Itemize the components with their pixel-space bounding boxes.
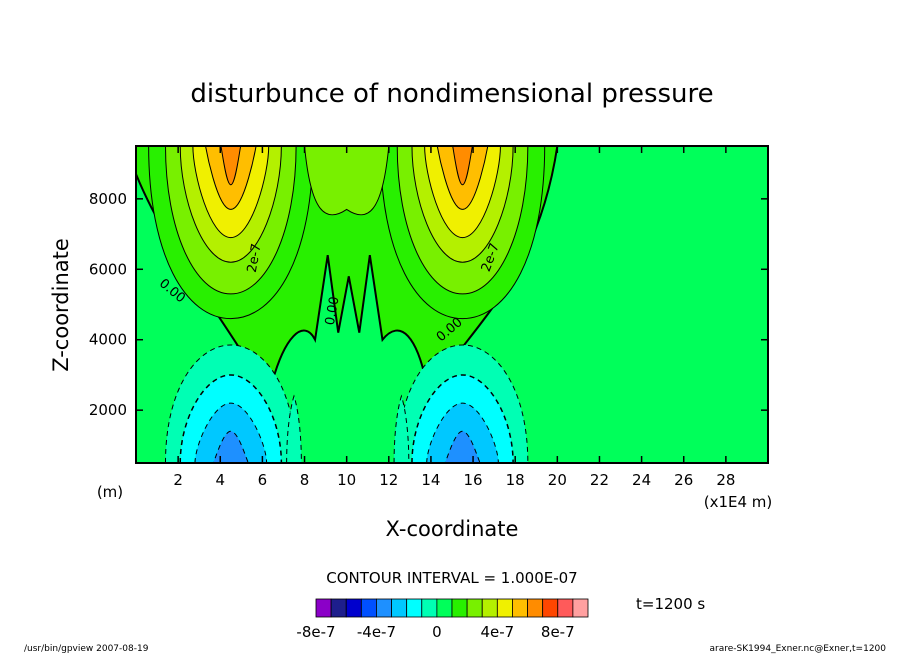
plot-area xyxy=(136,146,768,463)
central-top-band xyxy=(304,146,390,216)
x-tick-label: 18 xyxy=(506,471,525,489)
x-tick-label: 24 xyxy=(632,471,651,489)
y-tick-label: 8000 xyxy=(89,190,127,208)
contour-label: 0.00 xyxy=(323,295,343,326)
chart-title: disturbunce of nondimensional pressure xyxy=(190,79,713,109)
x-axis-label: X-coordinate xyxy=(386,517,519,541)
colorbar-swatch xyxy=(345,598,362,618)
colorbar-tick-label: -4e-7 xyxy=(357,623,396,641)
colorbar-swatch xyxy=(330,598,347,618)
x-tick-label: 16 xyxy=(464,471,483,489)
y-unit-note: (m) xyxy=(97,483,123,501)
plot-frame xyxy=(135,145,769,464)
colorbar-swatch xyxy=(512,598,528,618)
colorbar-swatch xyxy=(421,598,438,618)
colorbar-swatch xyxy=(451,598,468,618)
colorbar-swatch xyxy=(391,598,408,618)
time-label: t=1200 s xyxy=(636,595,705,613)
footer-left: /usr/bin/gpview 2007-08-19 xyxy=(24,644,149,654)
x-tick-label: 4 xyxy=(215,471,225,489)
x-tick-label: 14 xyxy=(421,471,440,489)
x-unit-note: (x1E4 m) xyxy=(704,493,773,511)
colorbar-tick-label: 4e-7 xyxy=(480,623,514,641)
positive-lobe-level-5 xyxy=(218,146,243,186)
x-tick-label: 10 xyxy=(337,471,356,489)
x-tick-label: 12 xyxy=(379,471,398,489)
x-tick-label: 20 xyxy=(548,471,567,489)
x-tick-label: 26 xyxy=(674,471,693,489)
colorbar-swatch xyxy=(406,598,423,618)
colorbar-swatch xyxy=(315,598,332,618)
x-tick-label: 22 xyxy=(590,471,609,489)
x-tick-label: 28 xyxy=(716,471,735,489)
x-tick-label: 2 xyxy=(173,471,183,489)
colorbar-swatch xyxy=(527,598,544,618)
y-tick-label: 6000 xyxy=(89,260,127,278)
x-tick-label: 8 xyxy=(300,471,310,489)
colorbar-tick-label: 0 xyxy=(432,623,442,641)
negative-finger-0 xyxy=(286,394,302,463)
colorbar-tick-label: 8e-7 xyxy=(541,623,575,641)
y-axis-label: Z-coordinate xyxy=(49,238,73,372)
contour-label: 2e-7 xyxy=(245,242,265,273)
positive-lobe-level-5 xyxy=(450,146,475,186)
y-tick-label: 4000 xyxy=(89,331,127,349)
colorbar-swatch xyxy=(360,598,377,618)
y-axis-ticks: 2000 4000 6000 8000 xyxy=(89,190,768,419)
x-axis-ticks: 2 4 6 8 10 12 14 16 18 20 22 24 26 28 xyxy=(173,146,735,489)
colorbar-tick-label: -8e-7 xyxy=(296,623,335,641)
negative-finger-1 xyxy=(393,394,410,463)
colorbar-swatch xyxy=(481,598,498,618)
y-tick-label: 2000 xyxy=(89,401,127,419)
colorbar-swatch xyxy=(466,598,483,618)
colorbar-swatch xyxy=(436,598,453,618)
colorbar: -8e-7 -4e-7 0 4e-7 8e-7 xyxy=(296,598,589,641)
colorbar-swatch xyxy=(572,598,589,618)
negative-lobe-level-3 xyxy=(211,430,251,463)
colorbar-swatch xyxy=(376,598,392,618)
colorbar-swatch xyxy=(496,598,513,618)
footer-right: arare-SK1994_Exner.nc@Exner,t=1200 xyxy=(710,644,887,654)
colorbar-swatch xyxy=(557,598,574,618)
negative-lobe-level-3 xyxy=(443,430,482,463)
colorbar-swatch xyxy=(542,598,559,618)
x-tick-label: 6 xyxy=(258,471,268,489)
contour-interval: CONTOUR INTERVAL = 1.000E-07 xyxy=(326,569,577,587)
